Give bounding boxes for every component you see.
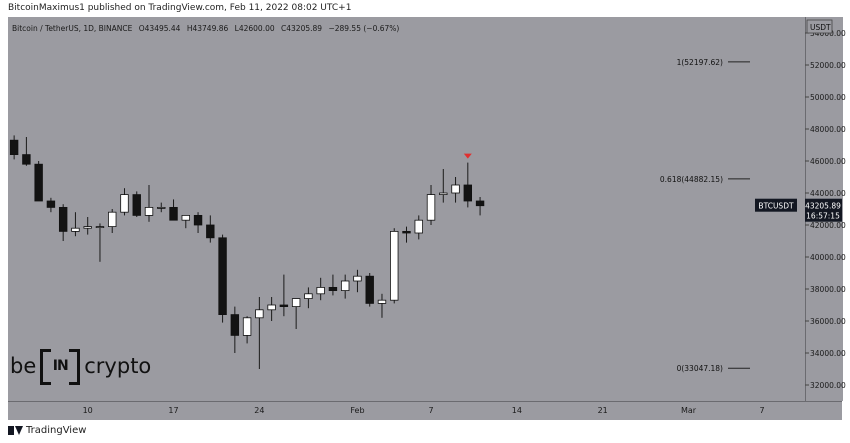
x-tick-label: 7 — [760, 406, 765, 415]
fib-level-label: 0(33047.18) — [677, 364, 723, 373]
logo-text-in: IN — [52, 358, 69, 374]
candle-body — [46, 200, 56, 208]
y-tick-label: 34000.00 — [810, 349, 846, 358]
y-tick-label: 54000.00 — [810, 29, 846, 38]
candle-body — [108, 211, 117, 227]
y-tick-label: 36000.00 — [810, 317, 846, 326]
x-tick-label: 24 — [254, 406, 264, 415]
candle-body — [365, 275, 374, 304]
fib-level-label: 0.618(44882.15) — [660, 175, 723, 184]
candle-body — [9, 139, 19, 155]
candle-body — [377, 299, 387, 304]
price-badge — [805, 198, 842, 222]
candle-body — [58, 206, 68, 232]
symbol-badge-label: BTCUSDT — [758, 202, 794, 211]
symbol-badge — [755, 198, 797, 212]
candle-body — [34, 163, 43, 202]
x-tick-label: 7 — [428, 406, 433, 415]
fib-level-label: 1(52197.62) — [677, 58, 723, 67]
candle-body — [206, 224, 215, 239]
candle-body — [132, 194, 141, 216]
symbol-ohlc-legend: Bitcoin / TetherUS, 1D, BINANCE O43495.4… — [12, 24, 403, 33]
ohlc-change: −289.55 (−0.67%) — [328, 24, 400, 33]
currency-label: USDT — [810, 23, 831, 32]
logo-text-crypto: crypto — [84, 354, 152, 378]
candle-body — [414, 219, 423, 234]
candle-body — [83, 226, 92, 229]
candle-body — [426, 194, 436, 221]
candle-body — [475, 200, 485, 207]
candle-body — [340, 280, 350, 292]
marker-arrow-down-icon — [463, 153, 472, 159]
candle-body — [22, 154, 31, 165]
candle-body — [157, 206, 166, 209]
x-tick-label: Mar — [681, 406, 697, 415]
candle-body — [316, 286, 325, 295]
candle-body — [71, 227, 80, 232]
y-tick-label: 46000.00 — [810, 157, 846, 166]
candle-body — [451, 184, 460, 194]
tradingview-brand: TradingView — [26, 425, 87, 436]
candle-body — [353, 275, 362, 282]
y-tick-label: 42000.00 — [810, 221, 846, 230]
candle-body — [120, 194, 129, 213]
time-axis[interactable] — [8, 401, 842, 420]
candle-body — [267, 304, 276, 311]
beincrypto-logo: be IN crypto — [10, 348, 152, 385]
x-tick-label: 21 — [598, 406, 608, 415]
candle-body — [328, 286, 338, 291]
y-tick-label: 48000.00 — [810, 125, 846, 134]
tradingview-footer[interactable]: TradingView — [8, 425, 86, 436]
price-badge-value: 43205.89 — [805, 202, 841, 211]
x-tick-label: 14 — [512, 406, 522, 415]
candle-body — [463, 184, 473, 202]
currency-label-box — [806, 19, 833, 34]
y-tick-label: 38000.00 — [810, 285, 846, 294]
candle-body — [144, 206, 154, 216]
tradingview-logo-icon — [8, 426, 23, 435]
candle-body — [291, 298, 301, 308]
ohlc-open: O43495.44 — [138, 24, 181, 33]
candle-body — [439, 192, 448, 196]
x-tick-label: 10 — [83, 406, 93, 415]
candle-body — [169, 206, 178, 221]
x-tick-label: 17 — [168, 406, 178, 415]
x-tick-label: Feb — [350, 406, 364, 415]
candle-body — [95, 226, 105, 229]
symbol-name: Bitcoin / TetherUS, 1D, BINANCE — [12, 24, 133, 33]
y-tick-label: 44000.00 — [810, 189, 846, 198]
y-tick-label: 50000.00 — [810, 93, 846, 102]
candle-body — [304, 293, 313, 299]
price-badge-countdown: 16:57:15 — [806, 212, 840, 221]
y-tick-label: 52000.00 — [810, 61, 846, 70]
candle-body — [242, 317, 252, 336]
candle-body — [193, 214, 203, 226]
logo-bracket-box: IN — [40, 349, 81, 385]
ohlc-high: H43749.86 — [186, 24, 229, 33]
y-tick-label: 40000.00 — [810, 253, 846, 262]
publisher-header: BitcoinMaximus1 published on TradingView… — [8, 3, 352, 13]
candle-body — [255, 309, 264, 319]
y-tick-label: 32000.00 — [810, 381, 846, 390]
ohlc-close: C43205.89 — [281, 24, 323, 33]
candle-body — [230, 314, 240, 336]
candle-body — [390, 230, 399, 301]
candle-body — [181, 214, 190, 221]
candle-body — [402, 230, 411, 234]
logo-text-be: be — [10, 354, 37, 378]
ohlc-low: L42600.00 — [234, 24, 275, 33]
candle-body — [218, 237, 227, 316]
candle-body — [279, 304, 289, 308]
